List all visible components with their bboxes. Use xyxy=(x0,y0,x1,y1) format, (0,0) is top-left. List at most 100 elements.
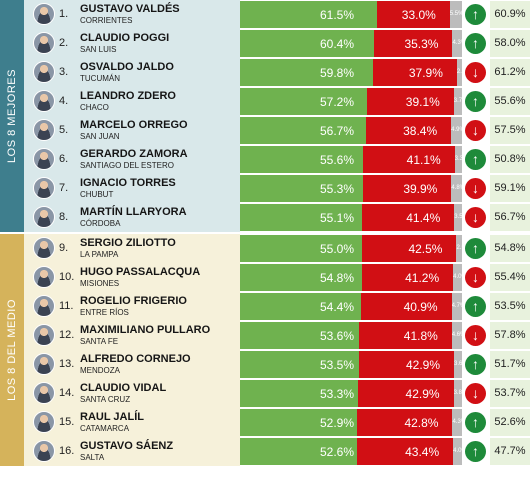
approval-bar: 55.6% 41.1% 3.3% xyxy=(240,146,462,173)
no-response-value: 4.9% xyxy=(451,127,462,133)
negative-segment: 42.5% xyxy=(362,235,457,262)
no-response-value: 2.5% xyxy=(456,245,462,251)
positive-value: 52.9% xyxy=(320,416,355,430)
rank-number: 3. xyxy=(59,66,69,78)
approval-bar: 53.5% 42.9% 3.6% xyxy=(240,351,462,378)
approval-bar: 54.8% 41.2% 4.0% xyxy=(240,264,462,291)
province-name: SAN JUAN xyxy=(80,132,120,141)
no-response-segment: 4.0% xyxy=(453,438,462,465)
negative-value: 39.1% xyxy=(405,95,440,109)
previous-value: 60.9% xyxy=(490,1,530,28)
approval-bar: 52.6% 43.4% 4.0% xyxy=(240,438,462,465)
rank-number: 4. xyxy=(59,95,69,107)
arrow-up-icon: ↑ xyxy=(465,149,486,170)
province-name: CHUBUT xyxy=(80,190,114,199)
province-name: CHACO xyxy=(80,103,109,112)
no-response-segment: 3.7% xyxy=(453,88,462,115)
negative-segment: 41.4% xyxy=(362,204,455,231)
negative-segment: 43.4% xyxy=(356,438,454,465)
approval-bar: 61.5% 33.0% 5.5% xyxy=(240,1,462,28)
province-name: SALTA xyxy=(80,453,105,462)
province-name: CORRIENTES xyxy=(80,16,133,25)
province-name: SANTIAGO DEL ESTERO xyxy=(80,161,174,170)
approval-bar: 57.2% 39.1% 3.7% xyxy=(240,88,462,115)
approval-bar: 55.1% 41.4% 3.5% xyxy=(240,204,462,231)
positive-segment: 53.6% xyxy=(240,322,359,349)
negative-value: 43.4% xyxy=(405,445,440,459)
previous-value: 59.1% xyxy=(490,175,530,202)
rank-number: 2. xyxy=(59,37,69,49)
rank-number: 15. xyxy=(59,416,75,428)
positive-segment: 53.5% xyxy=(240,351,359,378)
no-response-value: 5.5% xyxy=(449,11,462,17)
governor-photo xyxy=(33,90,55,112)
positive-segment: 57.2% xyxy=(240,88,367,115)
rank-number: 13. xyxy=(59,358,75,370)
rank-number: 9. xyxy=(59,242,69,254)
governor-photo xyxy=(33,324,55,346)
no-response-value: 3.8% xyxy=(453,390,462,396)
positive-segment: 61.5% xyxy=(240,1,377,28)
governor-name: MARCELO ORREGO xyxy=(80,119,188,131)
negative-segment: 40.9% xyxy=(360,293,452,320)
no-response-value: 4.0% xyxy=(453,448,462,454)
positive-value: 61.5% xyxy=(320,8,355,22)
governor-name: IGNACIO TORRES xyxy=(80,177,176,189)
negative-value: 42.5% xyxy=(408,242,443,256)
governor-name: ROGELIO FRIGERIO xyxy=(80,295,187,307)
governor-name: HUGO PASSALACQUA xyxy=(80,266,201,278)
previous-value: 61.2% xyxy=(490,59,530,86)
approval-bar: 52.9% 42.8% 4.3% xyxy=(240,409,462,436)
rank-number: 16. xyxy=(59,445,75,457)
governor-photo xyxy=(33,148,55,170)
negative-segment: 41.1% xyxy=(363,146,455,173)
arrow-down-icon: ↓ xyxy=(465,207,486,228)
approval-bar: 60.4% 35.3% 4.3% xyxy=(240,30,462,57)
province-name: CATAMARCA xyxy=(80,424,130,433)
negative-value: 35.3% xyxy=(404,37,439,51)
negative-value: 33.0% xyxy=(401,8,436,22)
governor-name: MARTÍN LLARYORA xyxy=(80,206,187,218)
governor-name: MAXIMILIANO PULLARO xyxy=(80,324,211,336)
negative-segment: 42.9% xyxy=(358,351,454,378)
rank-number: 12. xyxy=(59,329,75,341)
positive-value: 54.4% xyxy=(320,300,355,314)
no-response-value: 3.7% xyxy=(453,98,462,104)
governor-row: 10. HUGO PASSALACQUA MISIONES 54.8% 41.2% 4.0… xyxy=(0,263,530,292)
previous-value: 53.5% xyxy=(490,293,530,320)
positive-value: 55.1% xyxy=(320,211,355,225)
rank-number: 1. xyxy=(59,8,69,20)
positive-segment: 55.3% xyxy=(240,175,363,202)
governor-name: GERARDO ZAMORA xyxy=(80,148,188,160)
positive-value: 55.6% xyxy=(320,153,355,167)
no-response-segment: 2.5% xyxy=(456,235,462,262)
positive-value: 60.4% xyxy=(320,37,355,51)
negative-value: 42.9% xyxy=(405,387,440,401)
province-name: SAN LUIS xyxy=(80,45,117,54)
rank-number: 10. xyxy=(59,271,75,283)
positive-value: 53.6% xyxy=(320,329,355,343)
rank-number: 11. xyxy=(59,300,74,312)
governor-photo xyxy=(33,206,55,228)
province-name: TUCUMÁN xyxy=(80,74,120,83)
positive-segment: 56.7% xyxy=(240,117,366,144)
negative-segment: 41.8% xyxy=(358,322,452,349)
approval-bar: 53.3% 42.9% 3.8% xyxy=(240,380,462,407)
no-response-segment: 4.6% xyxy=(451,322,462,349)
arrow-up-icon: ↑ xyxy=(465,4,486,25)
no-response-value: 3.3% xyxy=(454,156,462,162)
negative-segment: 38.4% xyxy=(365,117,452,144)
arrow-up-icon: ↑ xyxy=(465,238,486,259)
positive-segment: 53.3% xyxy=(240,380,359,407)
negative-value: 42.8% xyxy=(404,416,439,430)
approval-bar: 56.7% 38.4% 4.9% xyxy=(240,117,462,144)
governor-photo xyxy=(33,119,55,141)
